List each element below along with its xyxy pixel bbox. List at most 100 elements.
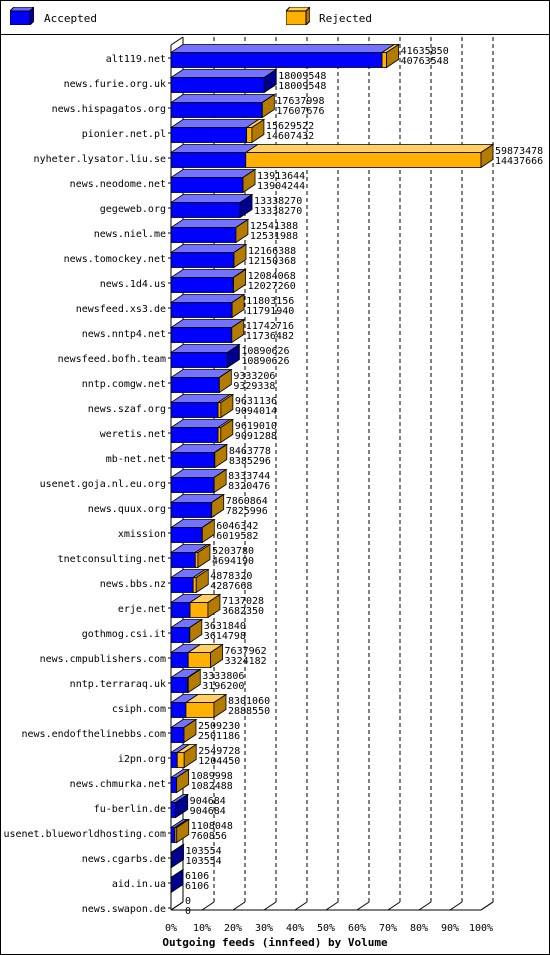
bar-accepted (170, 477, 215, 493)
bar-news.bbs.nz (169, 568, 210, 594)
value-label-accepted: 12531988 (250, 231, 298, 242)
category-label: pionier.net.pl (82, 129, 166, 140)
value-label-offered: 13338270 (254, 196, 302, 207)
value-label-offered: 6106 (185, 871, 209, 882)
category-label: news.cmpublishers.com (40, 654, 166, 665)
bar-tnetconsulting.net (169, 543, 212, 569)
value-label-accepted: 4694190 (212, 556, 254, 567)
bar-accepted (170, 377, 220, 393)
value-label-accepted: 3682350 (222, 606, 264, 617)
bar-alt119.net (169, 43, 400, 69)
bar-side (213, 468, 227, 494)
category-label: news.szaf.org (88, 404, 166, 415)
bar-news.quux.org (169, 493, 226, 519)
bar-nntp.terraraq.uk (169, 668, 202, 694)
value-label-offered: 1108048 (191, 821, 233, 832)
value-label-offered: 7137028 (222, 596, 264, 607)
category-label: news.swapon.de (82, 904, 166, 915)
tick-depth (356, 901, 370, 911)
bar-gothmog.csi.it (169, 618, 204, 644)
category-label: news.neodome.net (70, 179, 166, 190)
bar-accepted (170, 327, 233, 343)
bar-accepted-top (169, 119, 260, 128)
value-label-accepted: 7825996 (226, 506, 268, 517)
bars (169, 43, 495, 894)
value-label-accepted: 4287668 (210, 581, 252, 592)
bar-side (480, 143, 494, 169)
bar-side (231, 293, 245, 319)
value-label-offered: 59873478 (495, 146, 543, 157)
value-label-accepted: 2501186 (198, 731, 240, 742)
category-label: mb-net.net (106, 454, 166, 465)
bar-news.cgarbs.de (169, 843, 185, 869)
value-label-accepted: 1204450 (198, 756, 240, 767)
bar-accepted (170, 102, 263, 118)
category-label: gothmog.csi.it (82, 629, 166, 640)
value-label-accepted: 12027260 (248, 281, 296, 292)
bar-accepted (170, 177, 244, 193)
bar-accepted (170, 77, 265, 93)
category-label: news.tomockey.net (64, 254, 166, 265)
bar-news.neodome.net (169, 168, 257, 194)
category-label: news.chmurka.net (70, 779, 166, 790)
bar-accepted (170, 452, 215, 468)
bar-accepted (170, 677, 188, 693)
bar-accepted-top (169, 94, 276, 103)
value-label-offered: 18009548 (278, 71, 326, 82)
value-label-accepted: 9329338 (233, 381, 275, 392)
bar-accepted-top (169, 294, 246, 303)
bar-news.nntp4.net (169, 318, 246, 344)
bar-side (207, 593, 221, 619)
category-label: news.niel.me (94, 229, 166, 240)
bar-side (176, 818, 190, 844)
x-tick-label: 30% (255, 923, 273, 934)
bar-side (226, 343, 240, 369)
bar-side (195, 568, 209, 594)
category-label: news.quux.org (88, 504, 166, 515)
tick-depth (387, 901, 401, 911)
value-label-offered: 10890626 (241, 346, 289, 357)
value-label-offered: 13913644 (257, 171, 305, 182)
value-label-accepted: 14607432 (266, 131, 314, 142)
x-tick-label: 10% (193, 923, 211, 934)
bar-accepted-top (169, 244, 248, 253)
bar-rejected (246, 127, 253, 143)
bar-side (210, 643, 223, 669)
category-label: gegeweb.org (100, 204, 166, 215)
value-label-accepted: 17607676 (276, 106, 324, 117)
bar-side (189, 618, 203, 644)
axis-back-top (170, 36, 184, 46)
value-label-accepted: 10890626 (241, 356, 289, 367)
bar-accepted (170, 402, 219, 418)
category-label: newsfeed.bofh.team (58, 354, 166, 365)
value-label-offered: 9631136 (235, 396, 277, 407)
bar-accepted (170, 252, 235, 268)
x-tick-label: 70% (379, 923, 397, 934)
x-tick-label: 100% (469, 923, 493, 934)
bar-accepted (170, 127, 248, 143)
bar-accepted (170, 827, 176, 843)
legend-accepted-swatch (10, 7, 34, 25)
bar-gegeweb.org (169, 193, 254, 219)
bar-news.endofthelinebbs.com (169, 718, 198, 744)
bar-mb-net.net (169, 443, 229, 469)
x-tick-label: 80% (410, 923, 428, 934)
bar-accepted (170, 227, 237, 243)
value-label-offered: 9333206 (233, 371, 275, 382)
value-label-offered: 1089998 (191, 771, 233, 782)
value-label-accepted: 760856 (191, 831, 227, 842)
bar-side (183, 718, 197, 744)
bar-accepted (170, 302, 233, 318)
category-label: i2pn.org (118, 754, 166, 765)
value-label-accepted: 9094014 (235, 406, 277, 417)
value-label-offered: 103554 (186, 846, 222, 857)
bar-rejected (187, 652, 211, 668)
bar-news.tomockey.net (169, 243, 248, 269)
value-label-offered: 8463778 (229, 446, 271, 457)
category-label: news.endofthelinebbs.com (22, 729, 167, 740)
bar-accepted (170, 802, 177, 818)
value-label-offered: 3333806 (202, 671, 244, 682)
value-label-accepted: 14437666 (495, 156, 543, 167)
x-tick-label: 90% (441, 923, 459, 934)
bar-side (235, 218, 249, 244)
